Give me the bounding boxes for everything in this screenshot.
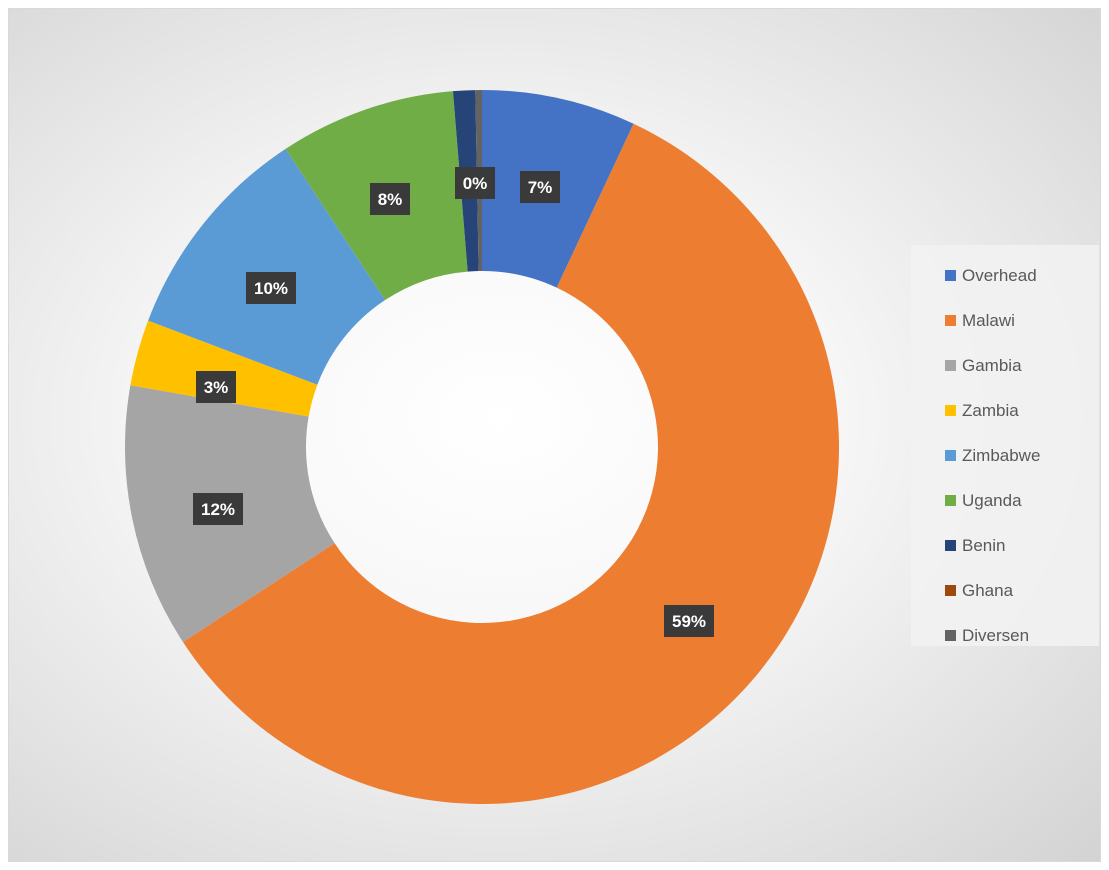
legend-label: Zambia bbox=[962, 400, 1019, 420]
legend-swatch bbox=[945, 405, 956, 416]
legend-label: Uganda bbox=[962, 490, 1022, 510]
chart-area: 7% 59% 12% 3% 10% 8% 0% Overhead Malawi Gambia Za… bbox=[8, 8, 1101, 862]
svg-text:3%: 3% bbox=[204, 378, 229, 397]
legend-item-malawi: Malawi bbox=[945, 298, 1099, 343]
legend-item-benin: Benin bbox=[945, 523, 1099, 568]
legend-item-diversen: Diversen bbox=[945, 613, 1099, 658]
legend-item-zambia: Zambia bbox=[945, 388, 1099, 433]
data-label-zimbabwe: 10% bbox=[246, 272, 296, 304]
svg-text:7%: 7% bbox=[528, 178, 553, 197]
legend-swatch bbox=[945, 630, 956, 641]
legend-item-zimbabwe: Zimbabwe bbox=[945, 433, 1099, 478]
svg-text:59%: 59% bbox=[672, 612, 706, 631]
data-label-overhead: 7% bbox=[520, 171, 560, 203]
legend-swatch bbox=[945, 270, 956, 281]
legend-swatch bbox=[945, 585, 956, 596]
legend-label: Diversen bbox=[962, 625, 1030, 645]
legend-label: Zimbabwe bbox=[962, 445, 1041, 465]
legend-swatch bbox=[945, 540, 956, 551]
legend-label: Gambia bbox=[962, 355, 1022, 375]
legend-label: Ghana bbox=[962, 580, 1014, 600]
data-label-ghana: 0% bbox=[455, 167, 495, 199]
legend-item-gambia: Gambia bbox=[945, 343, 1099, 388]
legend-swatch bbox=[945, 360, 956, 371]
slice-zambia bbox=[130, 320, 318, 417]
data-label-malawi: 59% bbox=[664, 605, 714, 637]
donut-chart: 7% 59% 12% 3% 10% 8% 0% bbox=[124, 90, 839, 804]
legend-label: Benin bbox=[962, 535, 1006, 555]
data-label-uganda: 8% bbox=[370, 183, 410, 215]
legend-label: Overhead bbox=[962, 265, 1037, 285]
legend-item-ghana: Ghana bbox=[945, 568, 1099, 613]
data-label-zambia: 3% bbox=[196, 371, 236, 403]
legend-swatch bbox=[945, 450, 956, 461]
legend-item-overhead: Overhead bbox=[945, 253, 1099, 298]
svg-text:8%: 8% bbox=[378, 190, 403, 209]
data-label-gambia: 12% bbox=[193, 493, 243, 525]
svg-text:0%: 0% bbox=[463, 174, 488, 193]
legend: Overhead Malawi Gambia Zambia Zimbabwe Uganda… bbox=[911, 245, 1099, 646]
slice-zimbabwe bbox=[148, 148, 386, 385]
legend-swatch bbox=[945, 315, 956, 326]
legend-label: Malawi bbox=[962, 310, 1015, 330]
legend-item-uganda: Uganda bbox=[945, 478, 1099, 523]
legend-swatch bbox=[945, 495, 956, 506]
data-labels: 7% 59% 12% 3% 10% 8% 0% bbox=[193, 167, 714, 637]
svg-text:12%: 12% bbox=[201, 500, 235, 519]
svg-text:10%: 10% bbox=[254, 279, 288, 298]
